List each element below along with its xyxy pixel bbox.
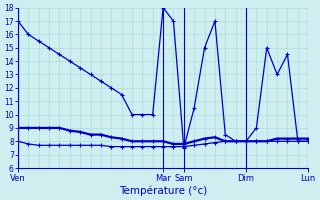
- X-axis label: Température (°c): Température (°c): [119, 185, 207, 196]
